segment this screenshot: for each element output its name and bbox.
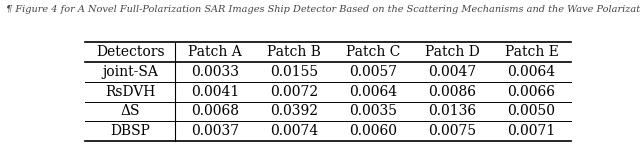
- Text: ¶ Figure 4 for A Novel Full-Polarization SAR Images Ship Detector Based on the S: ¶ Figure 4 for A Novel Full-Polarization…: [6, 5, 640, 14]
- Text: 0.0050: 0.0050: [508, 104, 556, 118]
- Text: 0.0035: 0.0035: [349, 104, 397, 118]
- Text: 0.0064: 0.0064: [508, 65, 556, 79]
- Text: 0.0068: 0.0068: [191, 104, 239, 118]
- Text: DBSP: DBSP: [110, 124, 150, 138]
- Text: 0.0075: 0.0075: [428, 124, 476, 138]
- Text: 0.0033: 0.0033: [191, 65, 239, 79]
- Text: 0.0041: 0.0041: [191, 85, 239, 99]
- Text: 0.0066: 0.0066: [508, 85, 556, 99]
- Text: Detectors: Detectors: [96, 45, 164, 59]
- Text: joint-SA: joint-SA: [102, 65, 158, 79]
- Text: Patch B: Patch B: [267, 45, 321, 59]
- Text: 0.0392: 0.0392: [270, 104, 318, 118]
- Text: Patch C: Patch C: [346, 45, 401, 59]
- Text: 0.0072: 0.0072: [270, 85, 318, 99]
- Text: 0.0060: 0.0060: [349, 124, 397, 138]
- Text: 0.0057: 0.0057: [349, 65, 397, 79]
- Text: 0.0136: 0.0136: [428, 104, 476, 118]
- Text: RsDVH: RsDVH: [105, 85, 156, 99]
- Text: Patch A: Patch A: [188, 45, 242, 59]
- Text: 0.0074: 0.0074: [270, 124, 318, 138]
- Text: Patch E: Patch E: [504, 45, 559, 59]
- Text: ΔS: ΔS: [120, 104, 140, 118]
- Text: 0.0037: 0.0037: [191, 124, 239, 138]
- Text: 0.0155: 0.0155: [270, 65, 318, 79]
- Text: 0.0086: 0.0086: [428, 85, 476, 99]
- Text: 0.0047: 0.0047: [428, 65, 476, 79]
- Text: 0.0071: 0.0071: [508, 124, 556, 138]
- Text: 0.0064: 0.0064: [349, 85, 397, 99]
- Text: Patch D: Patch D: [425, 45, 480, 59]
